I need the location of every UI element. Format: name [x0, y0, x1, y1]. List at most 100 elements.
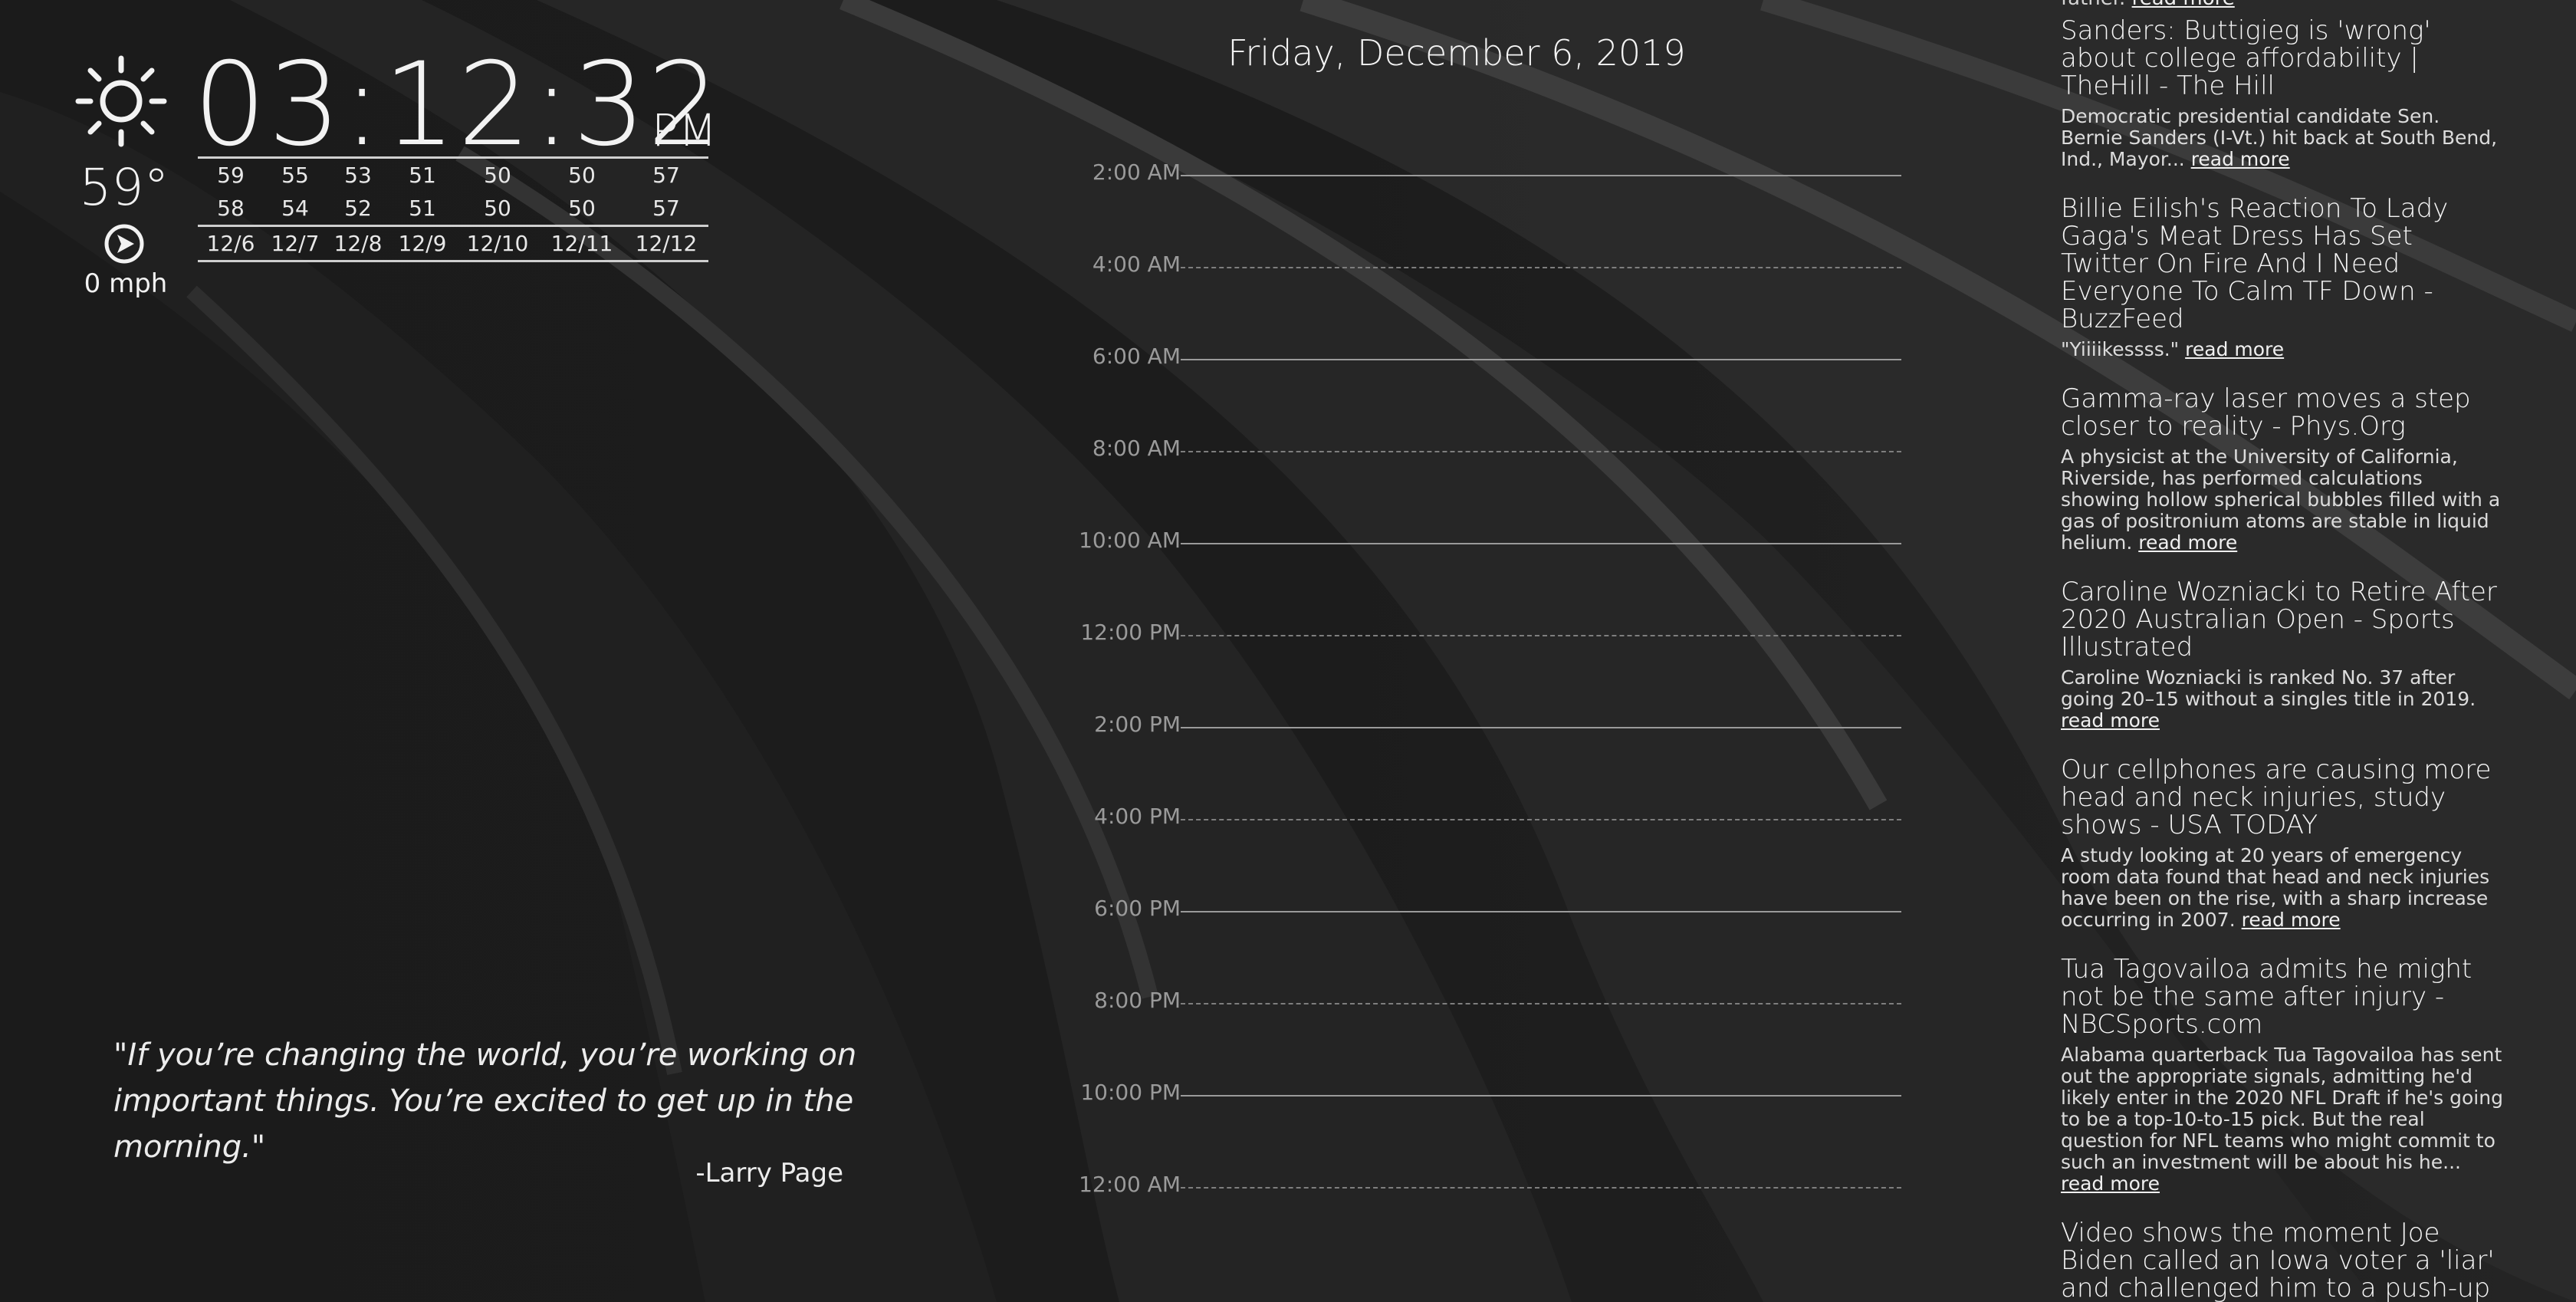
news-summary-text: A physicist at the University of Califor… [2061, 446, 2501, 554]
forecast-low: 54 [281, 196, 309, 221]
agenda-hour-line [1181, 1095, 1901, 1097]
wind-speed: 0 mph [84, 268, 168, 299]
news-summary-text: Caroline Wozniacki is ranked No. 37 afte… [2061, 666, 2476, 710]
news-summary: A study looking at 20 years of emergency… [2061, 845, 2505, 931]
news-summary-text: father. [2061, 0, 2125, 10]
forecast-low: 52 [344, 196, 372, 221]
agenda-row: 4:00 AM [997, 250, 1901, 281]
news-summary: "Yiiiikessss." read more [2061, 339, 2505, 360]
read-more-link[interactable]: read more [2185, 338, 2285, 360]
news-headline[interactable]: Sanders: Buttigieg is 'wrong' about coll… [2061, 15, 2431, 101]
agenda-hour-line [1181, 1187, 1901, 1189]
agenda-row: 2:00 PM [997, 710, 1901, 741]
agenda-time-label: 8:00 AM [1092, 436, 1181, 461]
news-summary-text: "Yiiiikessss." [2061, 338, 2180, 360]
forecast-highs-row: 59 55 53 51 50 50 57 [198, 156, 708, 192]
news-item: Video shows the moment Joe Biden called … [2061, 1219, 2505, 1302]
date-heading: Friday, December 6, 2019 [1227, 32, 1686, 74]
agenda-time-label: 6:00 PM [1094, 896, 1181, 921]
read-more-link[interactable]: read more [2061, 709, 2160, 732]
news-item: Caroline Wozniacki to Retire After 2020 … [2061, 578, 2505, 732]
news-item: Gamma-ray laser moves a step closer to r… [2061, 385, 2505, 554]
news-summary-text: A study looking at 20 years of emergency… [2061, 844, 2490, 931]
forecast-low: 50 [568, 196, 596, 221]
agenda-hour-line [1181, 911, 1901, 912]
news-summary: Alabama quarterback Tua Tagovailoa has s… [2061, 1044, 2505, 1195]
forecast-low: 50 [484, 196, 511, 221]
agenda-hour-line [1181, 451, 1901, 452]
agenda-row: 10:00 PM [997, 1078, 1901, 1109]
agenda-hour-line [1181, 727, 1901, 728]
forecast-date: 12/12 [624, 225, 708, 262]
agenda-row: 10:00 AM [997, 526, 1901, 557]
agenda-row: 6:00 PM [997, 894, 1901, 925]
forecast-dates-row: 12/6 12/7 12/8 12/9 12/10 12/11 12/12 [198, 225, 708, 262]
agenda-time-label: 10:00 AM [1079, 528, 1181, 553]
news-headline[interactable]: Gamma-ray laser moves a step closer to r… [2061, 383, 2471, 442]
agenda-hour-line [1181, 819, 1901, 820]
forecast-low: 58 [217, 196, 245, 221]
news-headline[interactable]: Our cellphones are causing more head and… [2061, 755, 2492, 840]
agenda-row: 2:00 AM [997, 158, 1901, 189]
forecast-high: 55 [264, 156, 327, 192]
wind-direction-icon [104, 224, 144, 264]
agenda-time-label: 10:00 PM [1080, 1080, 1181, 1105]
agenda-row: 8:00 AM [997, 434, 1901, 465]
agenda-hour-line [1181, 543, 1901, 544]
news-summary: A physicist at the University of Califor… [2061, 446, 2505, 554]
forecast-date: 12/6 [198, 225, 264, 262]
current-temperature: 59° [79, 158, 169, 217]
agenda-time-label: 4:00 PM [1094, 804, 1181, 829]
read-more-link[interactable]: read more [2241, 909, 2341, 931]
agenda-time-label: 2:00 PM [1094, 712, 1181, 737]
clock-ampm: PM [652, 104, 718, 156]
forecast-date: 12/11 [540, 225, 624, 262]
news-headline[interactable]: Billie Eilish's Reaction To Lady Gaga's … [2061, 193, 2449, 334]
news-truncated-summary: father. read more [2061, 0, 2505, 9]
forecast-high: 53 [327, 156, 389, 192]
agenda-row: 8:00 PM [997, 986, 1901, 1017]
forecast-high: 50 [455, 156, 540, 192]
news-item: Tua Tagovailoa admits he might not be th… [2061, 955, 2505, 1195]
news-item: Billie Eilish's Reaction To Lady Gaga's … [2061, 195, 2505, 360]
news-headline[interactable]: Video shows the moment Joe Biden called … [2061, 1218, 2495, 1302]
news-summary: Democratic presidential candidate Sen. B… [2061, 106, 2505, 170]
agenda-hour-line [1181, 267, 1901, 268]
agenda-time-label: 12:00 AM [1079, 1172, 1181, 1197]
forecast-date: 12/10 [455, 225, 540, 262]
agenda-hour-line [1181, 635, 1901, 636]
agenda-hour-line [1181, 1003, 1901, 1004]
quote-author: -Larry Page [695, 1158, 843, 1189]
news-headline[interactable]: Caroline Wozniacki to Retire After 2020 … [2061, 577, 2497, 663]
forecast-high: 57 [624, 156, 708, 192]
news-summary: Caroline Wozniacki is ranked No. 37 afte… [2061, 667, 2505, 732]
news-summary-text: Alabama quarterback Tua Tagovailoa has s… [2061, 1044, 2503, 1173]
forecast-low: 57 [652, 196, 680, 221]
forecast-table: 59 55 53 51 50 50 57 58 54 52 51 50 50 5… [198, 156, 708, 262]
agenda-row: 6:00 AM [997, 342, 1901, 373]
news-headline[interactable]: Tua Tagovailoa admits he might not be th… [2061, 954, 2472, 1040]
clock-time: 03:12:32 [193, 38, 722, 172]
read-more-link[interactable]: read more [2061, 1172, 2160, 1195]
news-feed: father. read more Sanders: Buttigieg is … [2061, 0, 2505, 1302]
agenda-time-label: 8:00 PM [1094, 988, 1181, 1013]
agenda-row: 4:00 PM [997, 802, 1901, 833]
sun-icon [75, 55, 167, 147]
forecast-lows-row: 58 54 52 51 50 50 57 [198, 192, 708, 226]
news-summary-text: Democratic presidential candidate Sen. B… [2061, 105, 2498, 170]
read-more-link[interactable]: read more [2190, 148, 2290, 170]
forecast-low: 51 [409, 196, 436, 221]
agenda-time-label: 12:00 PM [1080, 620, 1181, 645]
agenda-time-label: 2:00 AM [1092, 159, 1181, 185]
news-item: Sanders: Buttigieg is 'wrong' about coll… [2061, 17, 2505, 170]
agenda-time-label: 6:00 AM [1092, 344, 1181, 369]
read-more-link[interactable]: read more [2138, 531, 2238, 554]
agenda-hour-line [1181, 175, 1901, 176]
agenda-row: 12:00 AM [997, 1170, 1901, 1201]
agenda-row: 12:00 PM [997, 618, 1901, 649]
quote-text: "If you’re changing the world, you’re wo… [113, 1037, 857, 1165]
read-more-link[interactable]: read more [2132, 0, 2235, 10]
forecast-high: 51 [389, 156, 455, 192]
